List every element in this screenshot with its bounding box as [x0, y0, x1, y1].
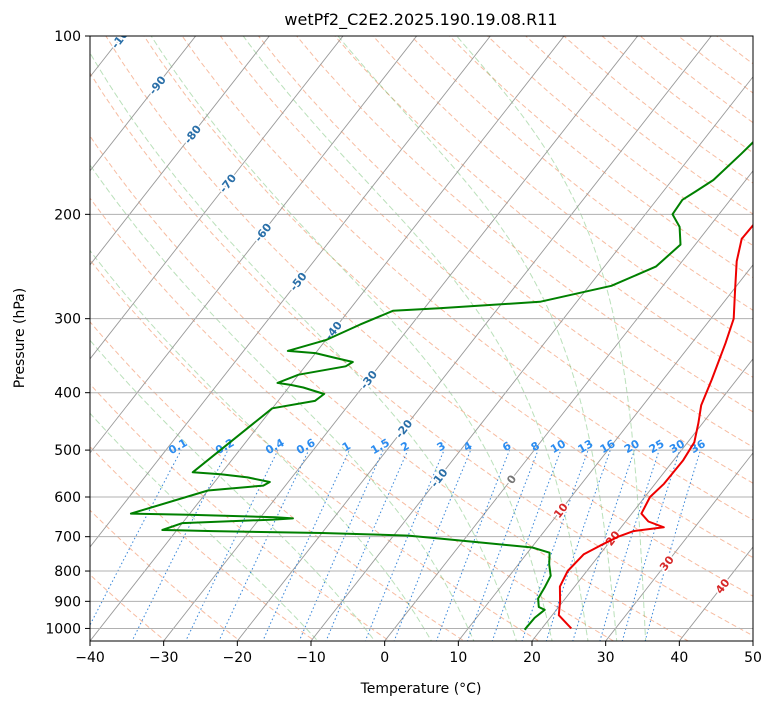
- x-axis-label: Temperature (°C): [360, 681, 482, 697]
- y-tick-label: 700: [54, 530, 81, 546]
- y-tick-label: 300: [54, 312, 81, 328]
- y-tick-label: 200: [54, 207, 81, 223]
- y-tick-label: 100: [54, 29, 81, 45]
- x-tick-label: −30: [149, 650, 179, 666]
- y-axis-label: Pressure (hPa): [12, 288, 28, 388]
- x-tick-label: 40: [670, 650, 688, 666]
- x-tick-label: 20: [523, 650, 541, 666]
- x-tick-label: 10: [449, 650, 467, 666]
- x-tick-label: 50: [744, 650, 762, 666]
- x-tick-label: −20: [223, 650, 253, 666]
- y-tick-label: 900: [54, 594, 81, 610]
- y-tick-label: 500: [54, 443, 81, 459]
- x-tick-label: −40: [75, 650, 105, 666]
- x-tick-label: 30: [597, 650, 615, 666]
- x-tick-label: 0: [380, 650, 389, 666]
- chart-title: wetPf2_C2E2.2025.190.19.08.R11: [284, 10, 557, 30]
- y-tick-label: 1000: [45, 621, 81, 637]
- y-tick-label: 600: [54, 490, 81, 506]
- y-tick-label: 400: [54, 386, 81, 402]
- y-tick-label: 800: [54, 564, 81, 580]
- x-tick-label: −10: [296, 650, 326, 666]
